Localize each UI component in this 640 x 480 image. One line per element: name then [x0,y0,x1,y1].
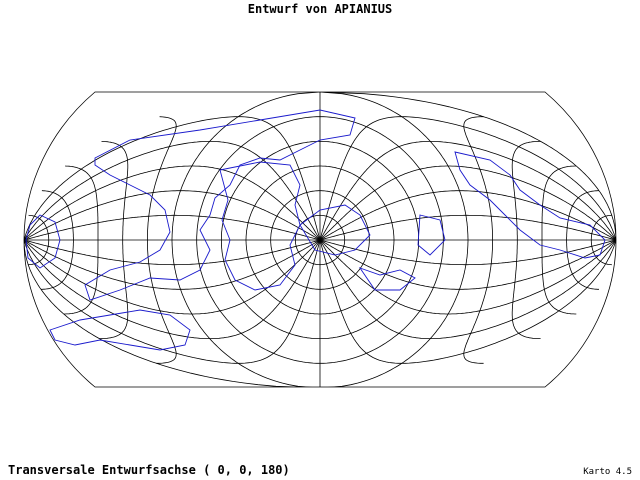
graticule-line [270,190,370,290]
version-label: Karto 4.5 [583,467,632,477]
graticule-line [294,214,346,266]
map-title: Entwurf von APIANIUS [248,2,393,16]
graticule-line [319,239,616,364]
graticule-line [147,116,493,364]
graticule-line [24,116,321,241]
graticule-line [28,214,612,266]
graticule-line [221,141,419,339]
graticule-line [196,116,444,364]
projection-axis-caption: Transversale Entwurfsachse ( 0, 0, 180) [8,463,290,477]
map-outline [23,91,617,388]
graticule [24,92,616,387]
coastlines [25,109,606,351]
graticule-line [63,165,577,315]
graticule-line [41,190,599,290]
graticule-line [319,116,616,241]
graticule-line [171,92,469,387]
graticule-line [99,141,541,339]
graticule-line [24,239,321,364]
